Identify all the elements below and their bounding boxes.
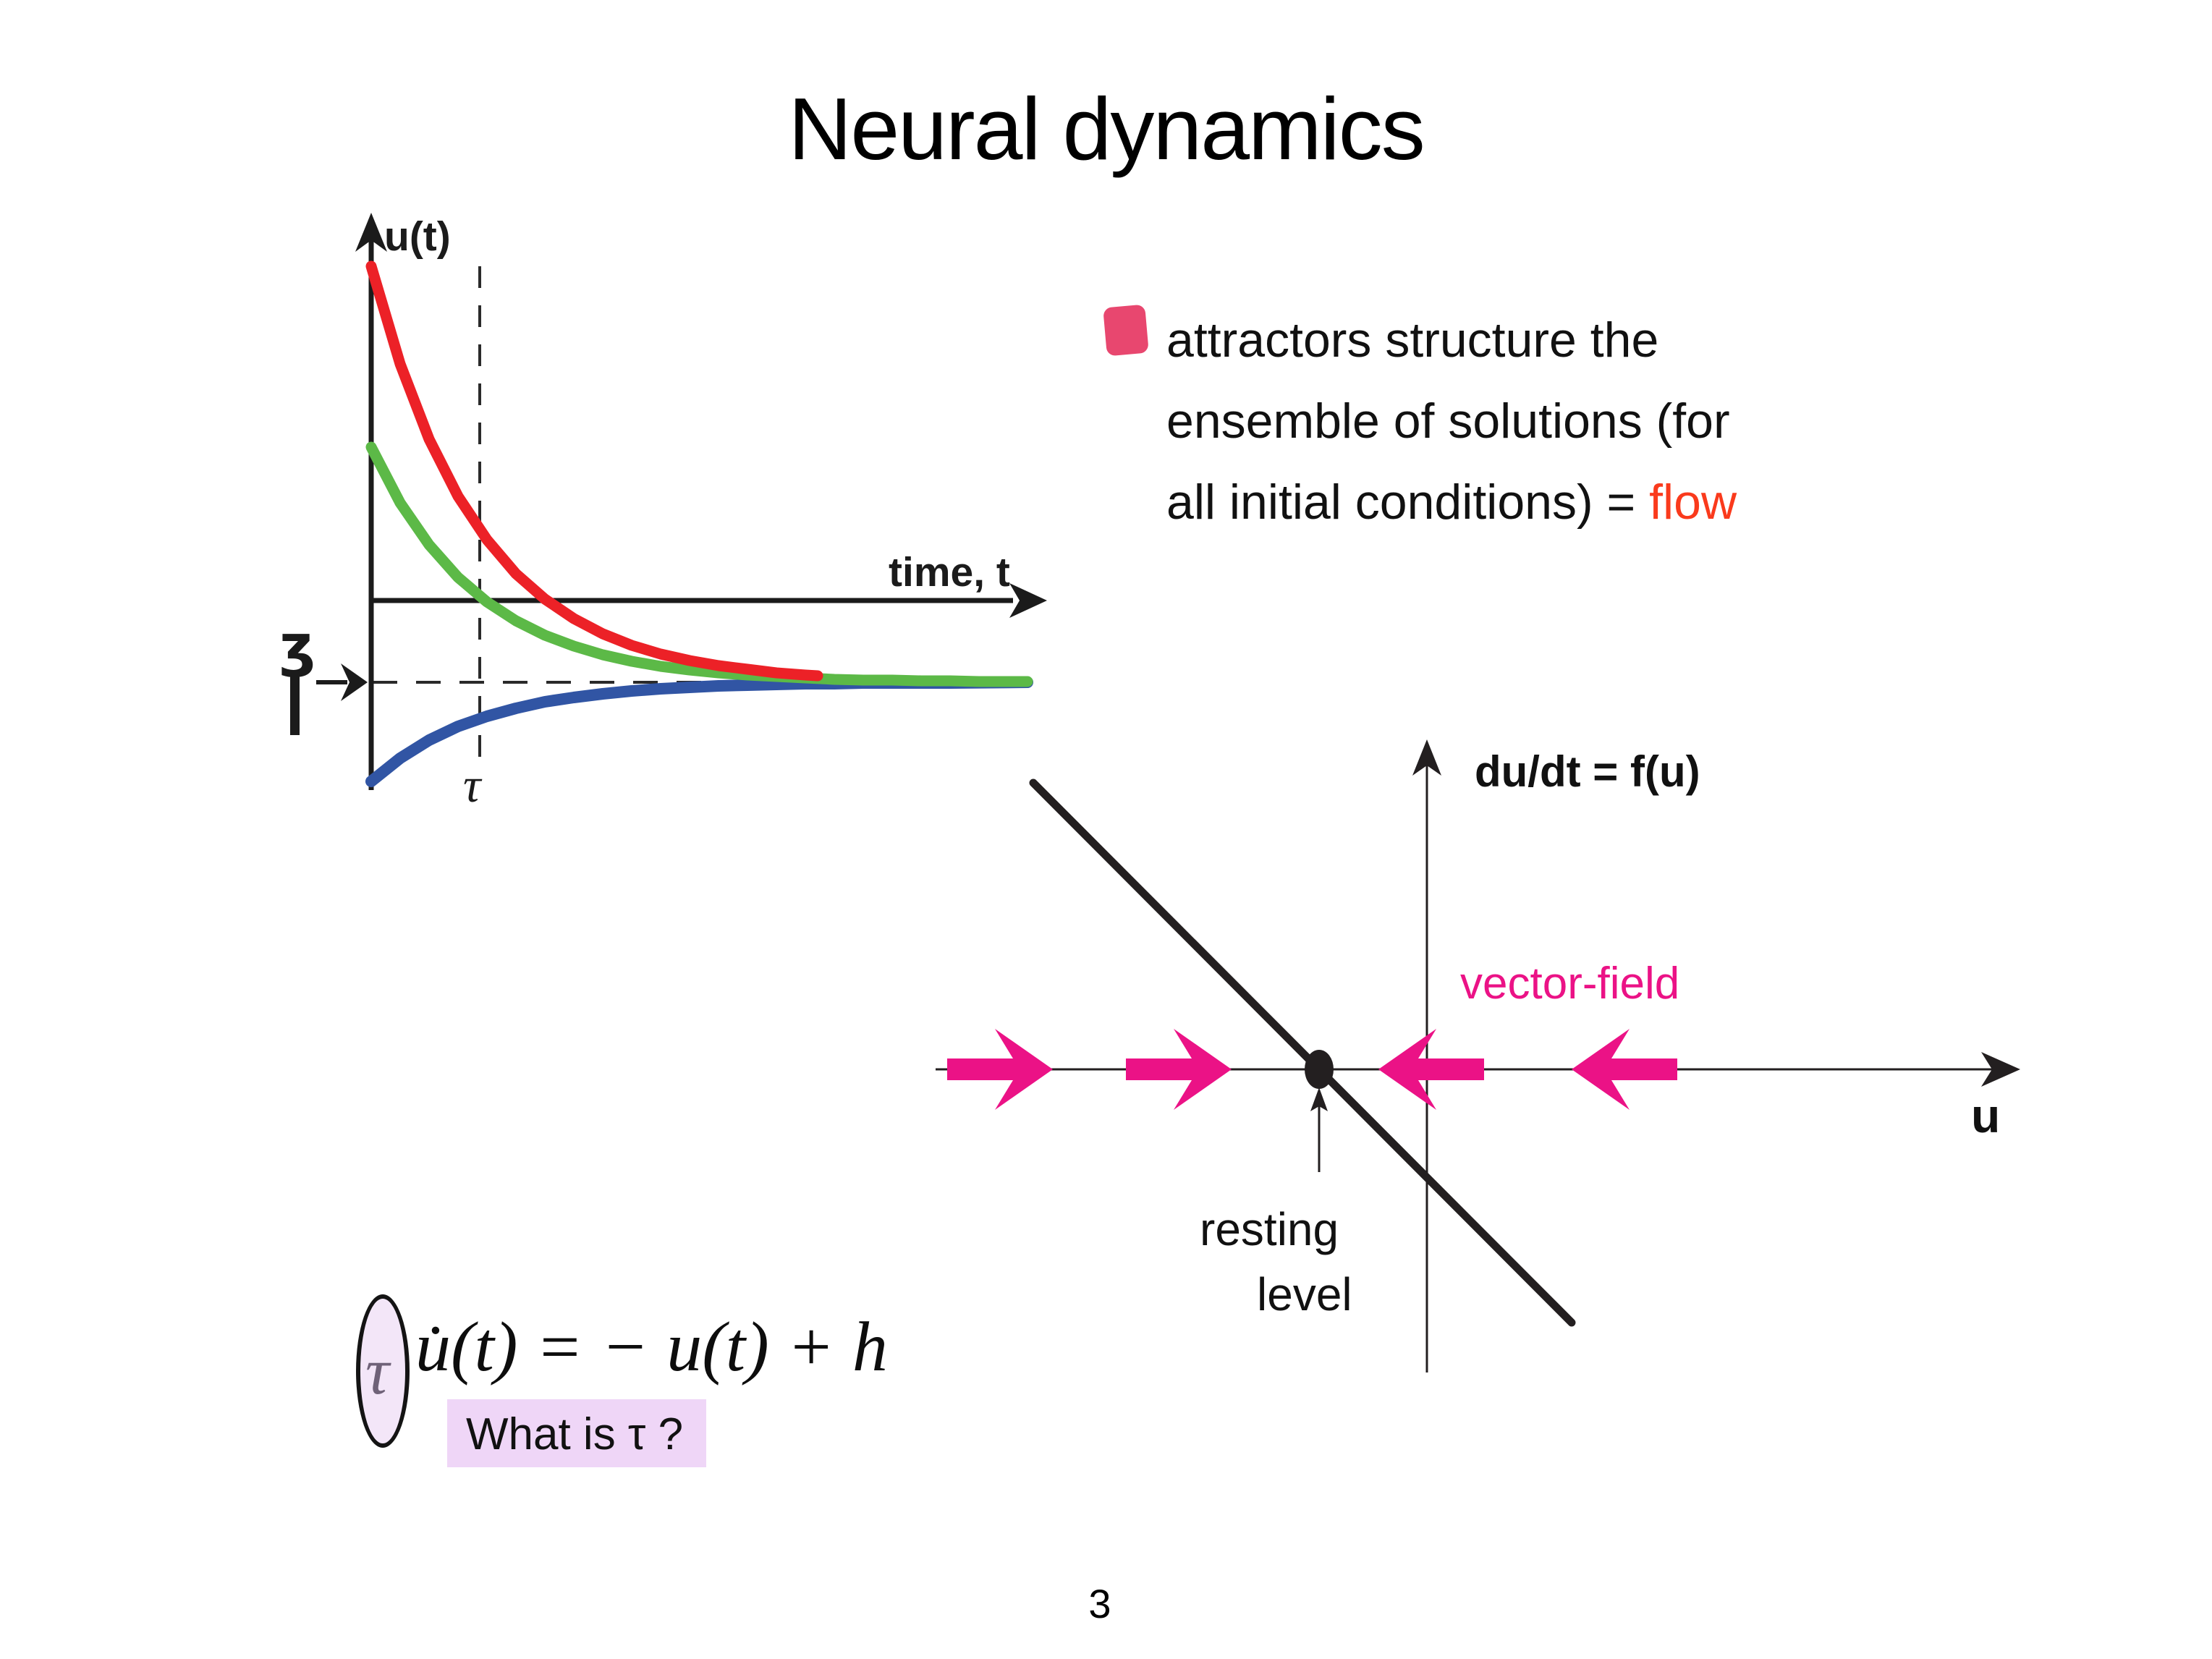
dudt-axis-label: du/dt = f(u)	[1475, 747, 1700, 796]
f-y-axis-arrowhead	[1412, 739, 1441, 776]
resting-label-line1: resting	[1200, 1203, 1339, 1255]
resting-pointer-arrowhead	[341, 663, 368, 701]
fu-line	[1029, 778, 1576, 1327]
bullet-paragraph: attractors structure the ensemble of sol…	[1166, 300, 2035, 543]
resting-label-line2: level	[1257, 1268, 1352, 1320]
curve-green	[365, 441, 1033, 687]
resting-level-axis-tick	[290, 671, 300, 735]
resting-up-arrowhead	[1310, 1087, 1328, 1111]
equation-body: u̇(t) = − u(t) + h	[415, 1308, 888, 1386]
flow-arrow-right-1	[947, 1029, 1053, 1110]
vector-field-label: vector-field	[1460, 959, 1680, 1009]
resting-level-axis-glyph: ʒ	[279, 614, 315, 679]
equation-tau: τ	[365, 1334, 389, 1408]
flow-arrow-left-2	[1572, 1029, 1677, 1110]
flow-arrow-left-1	[1378, 1029, 1484, 1110]
u-axis-label: u	[1971, 1089, 2001, 1142]
curve-red	[365, 260, 823, 682]
what-is-tau-text: What is τ ?	[466, 1409, 684, 1459]
ut-axis-label: u(t)	[384, 213, 451, 260]
what-is-tau-box: What is τ ?	[447, 1399, 706, 1467]
bullet-line-2: ensemble of solutions (for	[1166, 394, 1730, 449]
tau-tick-label: τ	[463, 758, 481, 812]
fixed-point-dot	[1305, 1050, 1334, 1089]
y-axis-arrowhead	[355, 213, 387, 252]
flow-arrow-right-2	[1126, 1029, 1232, 1110]
time-axis-label: time, t	[889, 549, 1010, 595]
f-x-axis-arrowhead	[1981, 1052, 2020, 1087]
bullet-line-3-text: all initial conditions) =	[1166, 475, 1650, 530]
flow-highlight: flow	[1649, 475, 1737, 530]
tau-circle	[356, 1294, 410, 1448]
page-number: 3	[1088, 1581, 1111, 1626]
vector-field-plot	[936, 739, 2020, 1372]
ut-time-plot	[316, 213, 1047, 790]
bullet-line-1: attractors structure the	[1166, 313, 1659, 368]
bullet-line-3: all initial conditions) = flow	[1166, 462, 2035, 543]
x-axis-arrowhead	[1009, 583, 1047, 618]
bullet-marker	[1103, 304, 1149, 357]
slide-title: Neural dynamics	[788, 80, 1425, 178]
